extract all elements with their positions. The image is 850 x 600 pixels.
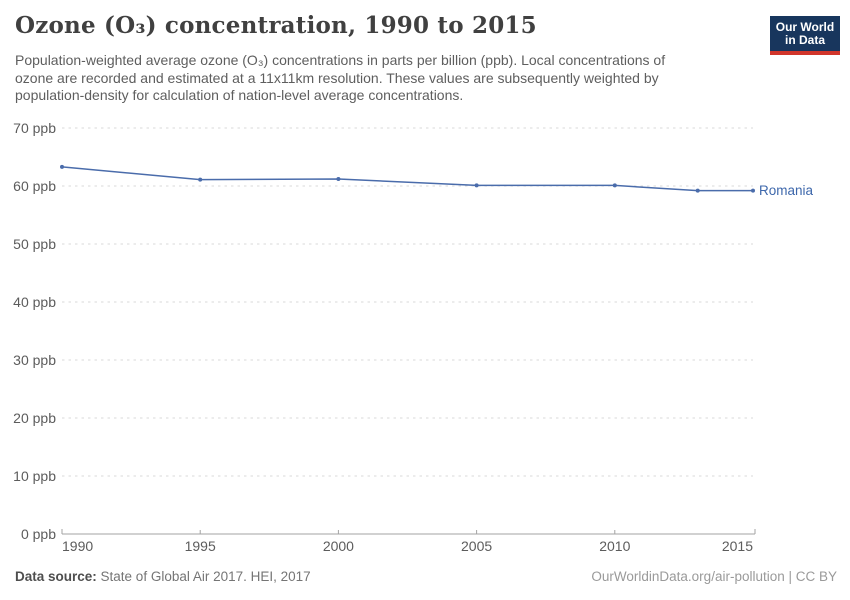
- data-point[interactable]: [60, 164, 64, 169]
- data-point[interactable]: [474, 183, 479, 188]
- x-tick-label: 2005: [461, 538, 492, 554]
- logo-text-line: Our World: [775, 19, 835, 34]
- x-tick-label: 2015: [722, 538, 753, 554]
- logo-text-line: in Data: [784, 32, 825, 47]
- data-point[interactable]: [751, 188, 755, 193]
- data-point[interactable]: [695, 188, 700, 193]
- data-line-romania[interactable]: [61, 166, 753, 192]
- data-point[interactable]: [198, 177, 203, 182]
- y-tick-label: 0 ppb: [21, 526, 56, 542]
- y-tick-label: 50 ppb: [13, 236, 56, 252]
- y-tick-label: 40 ppb: [13, 294, 56, 310]
- chart-footer: Data source: State of Global Air 2017. H…: [15, 569, 837, 584]
- y-tick-label: 20 ppb: [13, 410, 56, 426]
- data-source-label: Data source:: [15, 569, 97, 584]
- data-point[interactable]: [612, 183, 617, 188]
- x-tick-label: 2010: [599, 538, 630, 554]
- data-source-text: State of Global Air 2017. HEI, 2017: [96, 569, 311, 584]
- x-tick-label: 2000: [323, 538, 354, 554]
- chart-subtitle-line: population-density for calculation of na…: [15, 87, 464, 103]
- chart-subtitle-line: Population-weighted average ozone (O₃) c…: [15, 52, 666, 68]
- y-tick-label: 60 ppb: [13, 178, 56, 194]
- data-source-note: Data source: State of Global Air 2017. H…: [15, 569, 311, 584]
- attribution-link[interactable]: OurWorldinData.org/air-pollution | CC BY: [591, 569, 837, 584]
- chart-subtitle: Population-weighted average ozone (O₃) c…: [15, 52, 745, 105]
- logo-box: Our World in Data: [770, 16, 840, 51]
- data-point[interactable]: [336, 177, 341, 182]
- chart-title: Ozone (O₃) concentration, 1990 to 2015: [15, 12, 537, 39]
- x-tick-label: 1995: [185, 538, 216, 554]
- logo-stripe-decoration: [770, 51, 840, 55]
- x-tick-label: 1990: [62, 538, 93, 554]
- y-tick-label: 10 ppb: [13, 468, 56, 484]
- chart-subtitle-line: ozone are recorded and estimated at a 11…: [15, 69, 659, 86]
- series-end-label[interactable]: Romania: [759, 183, 814, 198]
- owid-logo[interactable]: Our World in Data: [770, 16, 840, 55]
- y-tick-label: 30 ppb: [13, 352, 56, 368]
- y-tick-label: 70 ppb: [13, 120, 56, 136]
